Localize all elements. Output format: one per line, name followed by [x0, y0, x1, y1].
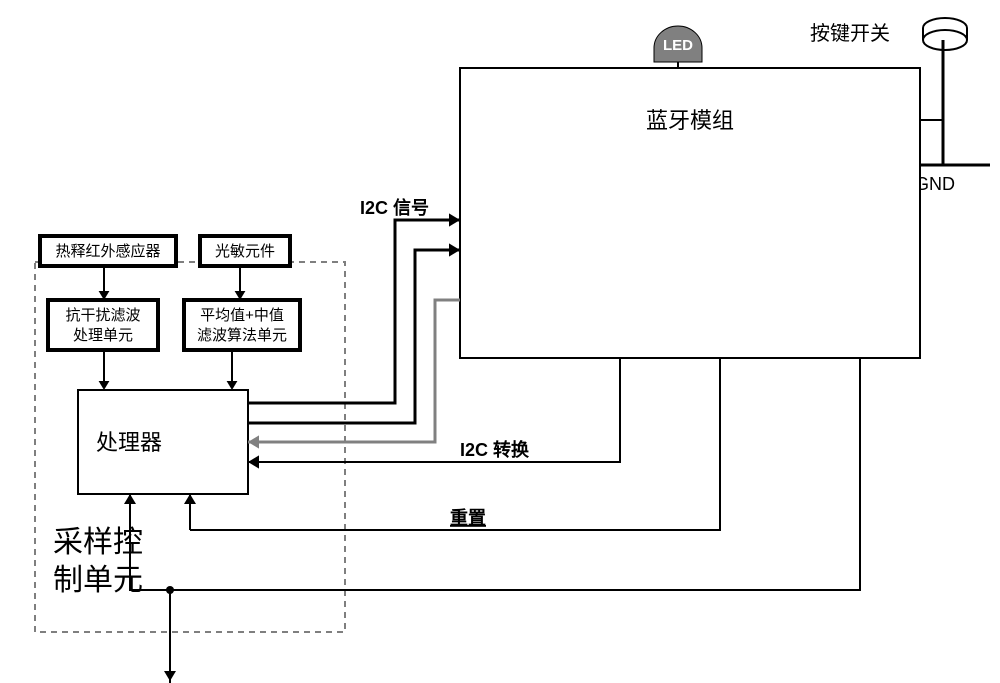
pir-sensor-label: 热释红外感应器 — [55, 242, 160, 260]
switch-label: 按键开关 — [810, 22, 890, 45]
i2c-convert-label: I2C 转换 — [460, 439, 530, 460]
processor-label: 处理器 — [96, 430, 162, 455]
anti-interference-label-2: 处理单元 — [73, 327, 133, 344]
reset-label: 重置 — [450, 507, 486, 528]
anti-interference-label-1: 抗干扰滤波 — [65, 307, 140, 324]
avg-median-label-2: 滤波算法单元 — [197, 326, 287, 344]
photo-sensor-label: 光敏元件 — [215, 243, 275, 260]
led-label: LED — [663, 37, 693, 54]
avg-median-label-1: 平均值+中值 — [200, 307, 284, 324]
i2c-signal-label: I2C 信号 — [360, 197, 429, 218]
bluetooth-module-label: 蓝牙模组 — [646, 108, 734, 133]
